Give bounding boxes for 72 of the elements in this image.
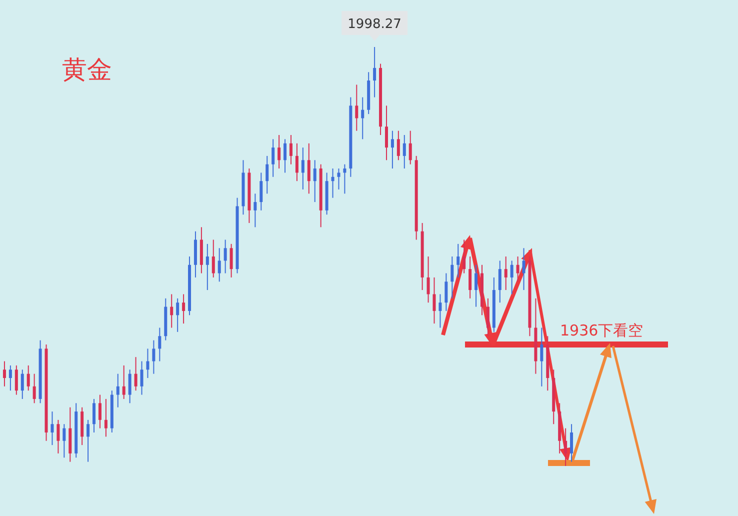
candlestick	[278, 134, 281, 170]
candlestick	[140, 360, 144, 396]
candlestick	[522, 248, 526, 291]
candlestick	[134, 356, 138, 392]
candlestick	[98, 394, 102, 429]
candlestick	[2, 360, 6, 387]
candlestick	[390, 130, 394, 170]
candlestick	[14, 364, 18, 396]
candlestick	[510, 260, 514, 295]
candlestick	[408, 130, 412, 165]
candlestick	[212, 239, 215, 278]
candlestick	[456, 243, 460, 278]
candlestick	[450, 256, 454, 299]
candlestick	[444, 272, 448, 312]
candlestick	[384, 105, 388, 161]
candlestick	[116, 373, 120, 408]
candlestick	[206, 243, 209, 291]
candlestick	[86, 419, 90, 462]
candlestick	[104, 398, 108, 438]
candlestick	[56, 419, 60, 454]
candlestick	[26, 364, 30, 392]
candlestick	[289, 134, 292, 165]
candlestick	[516, 256, 520, 282]
candlestick	[313, 160, 316, 203]
candlestick	[182, 294, 186, 324]
candlestick	[62, 424, 66, 458]
candlestick	[128, 369, 132, 404]
candlestick	[432, 276, 436, 324]
candlestick	[355, 84, 358, 132]
candlestick	[284, 138, 287, 174]
candlestick	[402, 134, 406, 170]
candlestick	[426, 256, 430, 304]
candlestick	[266, 155, 269, 194]
candlestick	[301, 147, 304, 190]
candlestick	[158, 327, 162, 362]
candlestick	[218, 248, 221, 282]
candlestick	[438, 294, 442, 328]
candlestick	[170, 294, 174, 328]
candlestick	[570, 424, 574, 462]
candlestick	[8, 364, 12, 392]
candlestick	[146, 348, 150, 379]
candlestick	[272, 138, 275, 178]
candlestick	[50, 411, 54, 446]
candlestick	[295, 142, 298, 182]
candlestick	[564, 428, 568, 466]
candlestick	[152, 340, 156, 374]
candlestick	[361, 96, 364, 140]
candlestick	[504, 256, 508, 291]
candlestick	[254, 193, 257, 228]
candlestick	[122, 364, 126, 400]
candlestick	[373, 46, 376, 98]
candlestick	[474, 264, 478, 308]
candlestick	[486, 298, 490, 337]
chart-title: 黄金	[62, 55, 112, 84]
candlestick	[260, 172, 263, 211]
candlestick	[331, 168, 334, 198]
candlestick	[92, 398, 96, 433]
candlestick	[343, 164, 346, 194]
candlestick	[540, 327, 544, 387]
candlestick	[396, 130, 400, 161]
candlestick	[20, 369, 24, 400]
candlestick	[498, 260, 502, 304]
candlestick	[32, 373, 36, 404]
candlestick	[337, 168, 340, 190]
candlestick	[230, 243, 233, 278]
candlestick	[307, 142, 310, 194]
ref-line-label: 1936下看空	[560, 321, 644, 340]
text: 1998.27	[348, 17, 402, 32]
candlestick	[468, 256, 472, 299]
candlestick	[224, 239, 227, 274]
candlestick	[462, 239, 466, 274]
candlestick	[176, 298, 180, 332]
